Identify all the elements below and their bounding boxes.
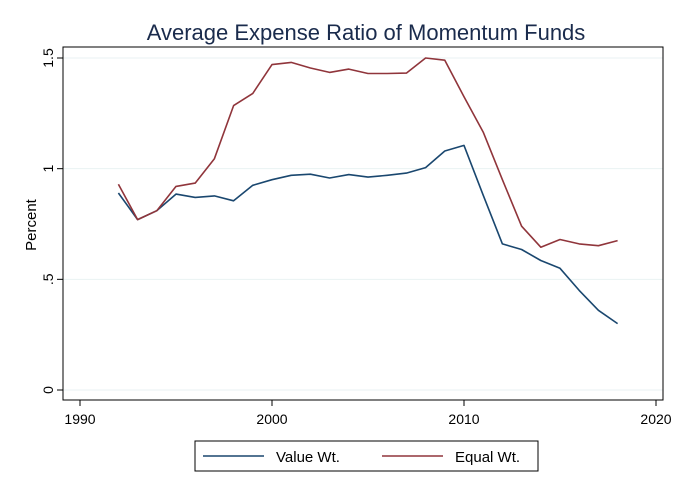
legend-label: Equal Wt. [455,449,520,466]
x-tick-label: 2020 [640,411,671,427]
y-axis-title: Percent [23,198,40,251]
series-lines [117,57,619,325]
y-tick-label: .5 [40,273,56,285]
series-line-equal-wt [117,57,618,248]
y-tick-label: 1.5 [40,48,56,68]
x-tick-label: 2000 [256,411,287,427]
legend-label: Value Wt. [276,449,340,466]
series-line-value-wt [117,144,619,325]
x-tick-label: 1990 [64,411,95,427]
y-axis: 0 .5 1 1.5 [40,48,63,394]
y-tick-label: 0 [40,386,56,394]
plot-frame [62,46,664,401]
x-axis: 1990 2000 2010 2020 [64,400,672,427]
x-tick-label: 2010 [448,411,479,427]
gridlines [63,57,663,391]
chart-title: Average Expense Ratio of Momentum Funds [147,20,586,45]
y-tick-label: 1 [40,165,56,173]
legend: Value Wt. Equal Wt. [194,440,539,472]
